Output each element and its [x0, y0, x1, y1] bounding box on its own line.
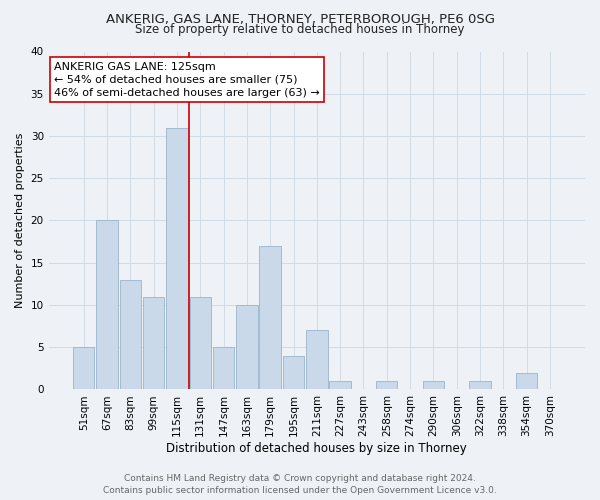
Bar	[236, 305, 257, 390]
Bar	[213, 347, 235, 390]
Bar	[97, 220, 118, 390]
Bar	[516, 372, 538, 390]
Bar	[73, 347, 94, 390]
Bar	[469, 381, 491, 390]
Bar	[283, 356, 304, 390]
Text: ANKERIG GAS LANE: 125sqm
← 54% of detached houses are smaller (75)
46% of semi-d: ANKERIG GAS LANE: 125sqm ← 54% of detach…	[54, 62, 320, 98]
Y-axis label: Number of detached properties: Number of detached properties	[15, 133, 25, 308]
Text: Size of property relative to detached houses in Thorney: Size of property relative to detached ho…	[135, 22, 465, 36]
Bar	[422, 381, 444, 390]
Bar	[259, 246, 281, 390]
Text: Contains HM Land Registry data © Crown copyright and database right 2024.
Contai: Contains HM Land Registry data © Crown c…	[103, 474, 497, 495]
Bar	[119, 280, 141, 390]
Bar	[190, 296, 211, 390]
Bar	[329, 381, 351, 390]
Bar	[143, 296, 164, 390]
X-axis label: Distribution of detached houses by size in Thorney: Distribution of detached houses by size …	[166, 442, 467, 455]
Bar	[376, 381, 397, 390]
Text: ANKERIG, GAS LANE, THORNEY, PETERBOROUGH, PE6 0SG: ANKERIG, GAS LANE, THORNEY, PETERBOROUGH…	[106, 12, 494, 26]
Bar	[306, 330, 328, 390]
Bar	[166, 128, 188, 390]
